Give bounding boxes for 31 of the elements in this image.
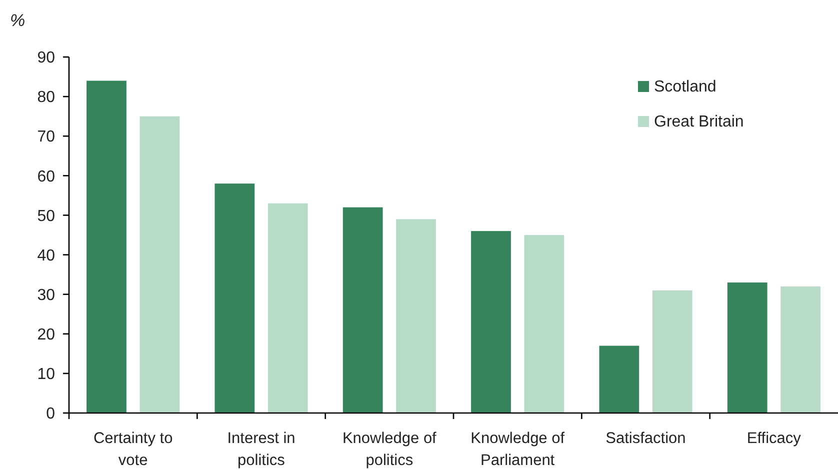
x-tick-label: Knowledge of Parliament xyxy=(470,430,566,469)
y-tick-label: 40 xyxy=(37,247,56,264)
y-tick-label: 60 xyxy=(37,168,56,186)
bar xyxy=(727,282,768,413)
y-tick-label: 50 xyxy=(37,208,56,225)
y-tick-label: 20 xyxy=(37,326,56,344)
bar xyxy=(599,346,640,413)
bar xyxy=(86,80,126,413)
bar xyxy=(652,290,692,413)
bar xyxy=(396,219,436,413)
x-tick-label: Satisfaction xyxy=(606,430,686,447)
y-axis-title: % xyxy=(10,11,26,30)
bar xyxy=(780,286,820,413)
bar xyxy=(342,207,383,413)
x-tick-label: Certainty to vote xyxy=(93,430,173,469)
y-tick-label: 0 xyxy=(46,406,56,423)
bar xyxy=(268,203,308,413)
bar xyxy=(524,235,564,413)
bar xyxy=(214,184,255,413)
legend-label: Great Britain xyxy=(654,114,744,131)
y-tick-label: 80 xyxy=(37,89,56,106)
x-tick-label: Knowledge of politics xyxy=(342,430,438,469)
bar xyxy=(471,231,511,413)
y-tick-label: 30 xyxy=(37,286,56,304)
legend-label: Scotland xyxy=(654,78,716,96)
y-tick-label: 70 xyxy=(37,128,56,146)
bar xyxy=(140,116,180,413)
y-tick-label: 10 xyxy=(37,366,56,384)
x-tick-label: Efficacy xyxy=(746,430,802,447)
x-tick-label: Interest in politics xyxy=(227,430,296,469)
y-tick-label: 90 xyxy=(37,50,56,67)
